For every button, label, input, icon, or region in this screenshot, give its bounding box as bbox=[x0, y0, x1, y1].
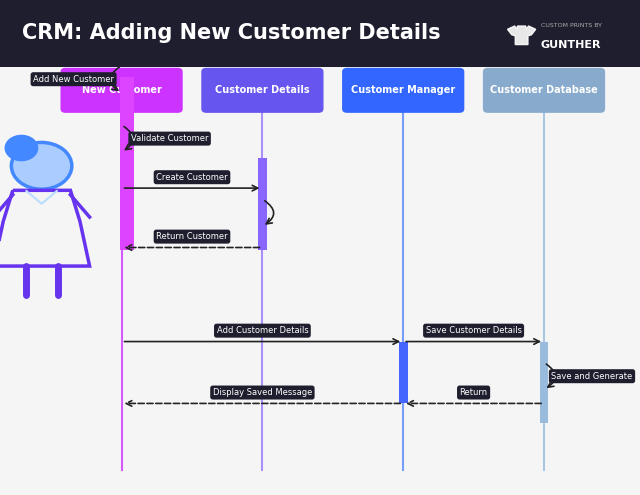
Text: Add Customer Details: Add Customer Details bbox=[216, 326, 308, 335]
Text: Add New Customer: Add New Customer bbox=[33, 75, 114, 84]
FancyBboxPatch shape bbox=[120, 77, 134, 250]
FancyBboxPatch shape bbox=[540, 342, 548, 423]
Text: Create Customer: Create Customer bbox=[156, 173, 228, 182]
Text: Display Saved Message: Display Saved Message bbox=[212, 388, 312, 397]
Circle shape bbox=[12, 143, 72, 189]
Text: Customer Details: Customer Details bbox=[215, 85, 310, 96]
Text: Save and Generate: Save and Generate bbox=[552, 372, 632, 381]
FancyBboxPatch shape bbox=[0, 0, 640, 67]
FancyBboxPatch shape bbox=[399, 342, 408, 403]
Text: Save Customer Details: Save Customer Details bbox=[426, 326, 522, 335]
Text: Validate Customer: Validate Customer bbox=[131, 134, 209, 143]
Polygon shape bbox=[508, 26, 536, 45]
Text: Return Customer: Return Customer bbox=[156, 232, 228, 241]
Text: GUNTHER: GUNTHER bbox=[541, 41, 602, 50]
FancyBboxPatch shape bbox=[61, 68, 183, 113]
Text: Customer Manager: Customer Manager bbox=[351, 85, 455, 96]
Circle shape bbox=[6, 136, 37, 160]
FancyBboxPatch shape bbox=[483, 68, 605, 113]
FancyBboxPatch shape bbox=[258, 158, 267, 250]
Text: CUSTOM PRINTS BY: CUSTOM PRINTS BY bbox=[541, 23, 602, 28]
Text: CRM: Adding New Customer Details: CRM: Adding New Customer Details bbox=[22, 23, 441, 44]
FancyBboxPatch shape bbox=[201, 68, 324, 113]
Text: New Customer: New Customer bbox=[82, 85, 161, 96]
Text: Customer Database: Customer Database bbox=[490, 85, 598, 96]
Text: Return: Return bbox=[460, 388, 488, 397]
FancyBboxPatch shape bbox=[342, 68, 465, 113]
